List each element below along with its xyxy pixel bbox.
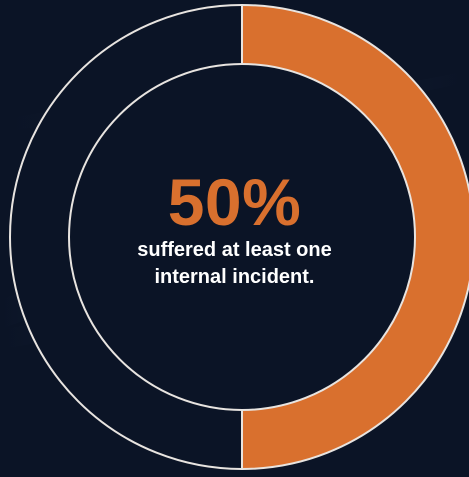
donut-slice-2 [10,5,243,469]
donut-slice-1 [242,5,469,469]
inner-ring-outline [68,63,416,411]
